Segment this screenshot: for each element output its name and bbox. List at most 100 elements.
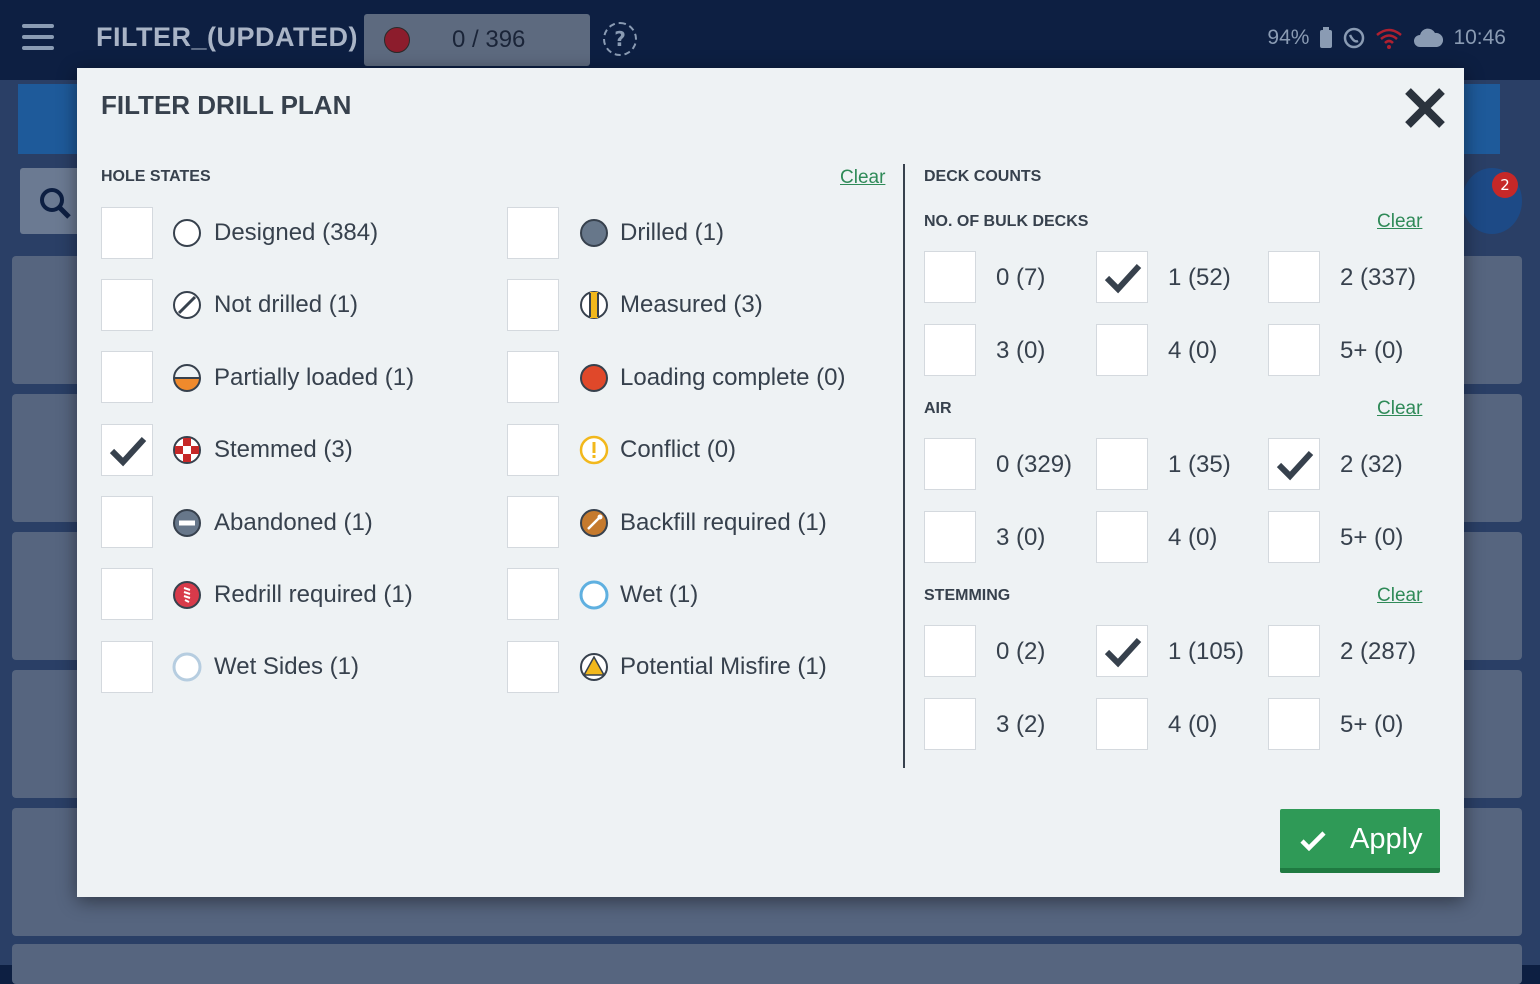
air-checkbox-4[interactable]	[1096, 511, 1148, 563]
stemming-checkbox-4[interactable]	[1096, 698, 1148, 750]
option-label: 3 (2)	[996, 711, 1046, 738]
check-icon	[1104, 637, 1142, 668]
conflict-icon	[579, 435, 609, 465]
measured-icon	[580, 291, 608, 319]
option-label: 5+ (0)	[1340, 711, 1404, 738]
designed-icon	[173, 219, 201, 247]
stemming-checkbox-2[interactable]	[1268, 625, 1320, 677]
check-icon	[1276, 450, 1314, 481]
filter-dialog: FILTER DRILL PLAN HOLE STATES Clear Desi…	[77, 68, 1464, 897]
option-label: Abandoned (1)	[214, 509, 373, 536]
option-label: 1 (105)	[1168, 638, 1245, 665]
checkbox[interactable]	[507, 568, 559, 620]
app-title: FILTER_(UPDATED)	[96, 22, 358, 52]
air-checkbox-5[interactable]	[1268, 511, 1320, 563]
option-label: 1 (35)	[1168, 451, 1231, 478]
checkbox[interactable]	[101, 279, 153, 331]
cloud-icon	[1414, 28, 1444, 47]
record-dot-icon	[384, 27, 410, 53]
bulk-decks-checkbox-0[interactable]	[924, 251, 976, 303]
air-checkbox-0[interactable]	[924, 438, 976, 490]
option-label: Drilled (1)	[620, 219, 725, 246]
option-label: 0 (329)	[996, 451, 1073, 478]
stemming-checkbox-3[interactable]	[924, 698, 976, 750]
option-label: 0 (2)	[996, 638, 1046, 665]
option-label: Potential Misfire (1)	[620, 653, 827, 680]
option-label: Designed (384)	[214, 219, 379, 246]
option-label: 4 (0)	[1168, 337, 1218, 364]
stemming-heading: STEMMING	[924, 587, 1011, 604]
not-drilled-icon	[173, 291, 201, 319]
checkbox[interactable]	[101, 207, 153, 259]
checkbox[interactable]	[101, 641, 153, 693]
loading-complete-icon	[580, 364, 608, 392]
bulk-decks-checkbox-5[interactable]	[1268, 324, 1320, 376]
bulk-decks-checkbox-3[interactable]	[924, 324, 976, 376]
checkbox[interactable]	[507, 207, 559, 259]
apply-button[interactable]: Apply	[1280, 809, 1440, 873]
option-label: 4 (0)	[1168, 711, 1218, 738]
checkbox[interactable]	[101, 351, 153, 403]
bulk-decks-heading: NO. OF BULK DECKS	[924, 213, 1089, 230]
stemmed-icon	[173, 436, 201, 464]
option-label: Wet Sides (1)	[214, 653, 359, 680]
bulk-decks-checkbox-2[interactable]	[1268, 251, 1320, 303]
option-label: 1 (52)	[1168, 264, 1231, 291]
column-divider	[903, 164, 905, 768]
background-row	[12, 944, 1522, 984]
stemming-checkbox-1[interactable]	[1096, 625, 1148, 677]
check-icon	[1300, 831, 1326, 851]
check-icon	[109, 436, 147, 467]
dialog-title: FILTER DRILL PLAN	[101, 90, 352, 120]
drilled-icon	[580, 219, 608, 247]
stemming-checkbox-5[interactable]	[1268, 698, 1320, 750]
redrill-icon	[173, 581, 201, 609]
option-label: Partially loaded (1)	[214, 364, 415, 391]
battery-percent: 94%	[1267, 26, 1310, 49]
backfill-icon	[580, 509, 608, 537]
option-label: Wet (1)	[620, 581, 699, 608]
hole-states-heading: HOLE STATES	[101, 168, 211, 185]
checkbox[interactable]	[507, 424, 559, 476]
option-label: 2 (32)	[1340, 451, 1403, 478]
menu-icon[interactable]	[22, 24, 54, 54]
option-label: Conflict (0)	[620, 436, 737, 463]
help-icon[interactable]: ?	[603, 22, 637, 56]
option-label: 5+ (0)	[1340, 524, 1404, 551]
air-checkbox-3[interactable]	[924, 511, 976, 563]
checkbox[interactable]	[101, 568, 153, 620]
battery-icon	[1320, 27, 1333, 48]
hole-counter[interactable]: 0 / 396	[364, 14, 590, 66]
checkbox[interactable]	[101, 424, 153, 476]
option-label: 3 (0)	[996, 337, 1046, 364]
check-icon	[1104, 263, 1142, 294]
air-checkbox-2[interactable]	[1268, 438, 1320, 490]
option-label: Redrill required (1)	[214, 581, 413, 608]
stemming-clear-link[interactable]: Clear	[1377, 585, 1423, 606]
bulk-decks-clear-link[interactable]: Clear	[1377, 211, 1423, 232]
stemming-checkbox-0[interactable]	[924, 625, 976, 677]
bulk-decks-checkbox-4[interactable]	[1096, 324, 1148, 376]
checkbox[interactable]	[507, 279, 559, 331]
option-label: 2 (287)	[1340, 638, 1417, 665]
hole-states-clear-link[interactable]: Clear	[840, 167, 886, 188]
search-icon	[40, 188, 71, 219]
clock: 10:46	[1453, 26, 1506, 49]
option-label: Stemmed (3)	[214, 436, 353, 463]
checkbox[interactable]	[507, 496, 559, 548]
close-icon[interactable]	[1403, 86, 1447, 130]
status-bar: 94% 10:46	[1267, 26, 1506, 50]
checkbox[interactable]	[507, 641, 559, 693]
air-clear-link[interactable]: Clear	[1377, 398, 1423, 419]
wet-sides-icon	[172, 652, 202, 682]
option-label: 0 (7)	[996, 264, 1046, 291]
bulk-decks-checkbox-1[interactable]	[1096, 251, 1148, 303]
option-label: Measured (3)	[620, 291, 763, 318]
deck-counts-heading: DECK COUNTS	[924, 168, 1042, 185]
air-checkbox-1[interactable]	[1096, 438, 1148, 490]
option-label: 2 (337)	[1340, 264, 1417, 291]
option-label: Loading complete (0)	[620, 364, 846, 391]
checkbox[interactable]	[507, 351, 559, 403]
checkbox[interactable]	[101, 496, 153, 548]
air-heading: AIR	[924, 400, 952, 417]
